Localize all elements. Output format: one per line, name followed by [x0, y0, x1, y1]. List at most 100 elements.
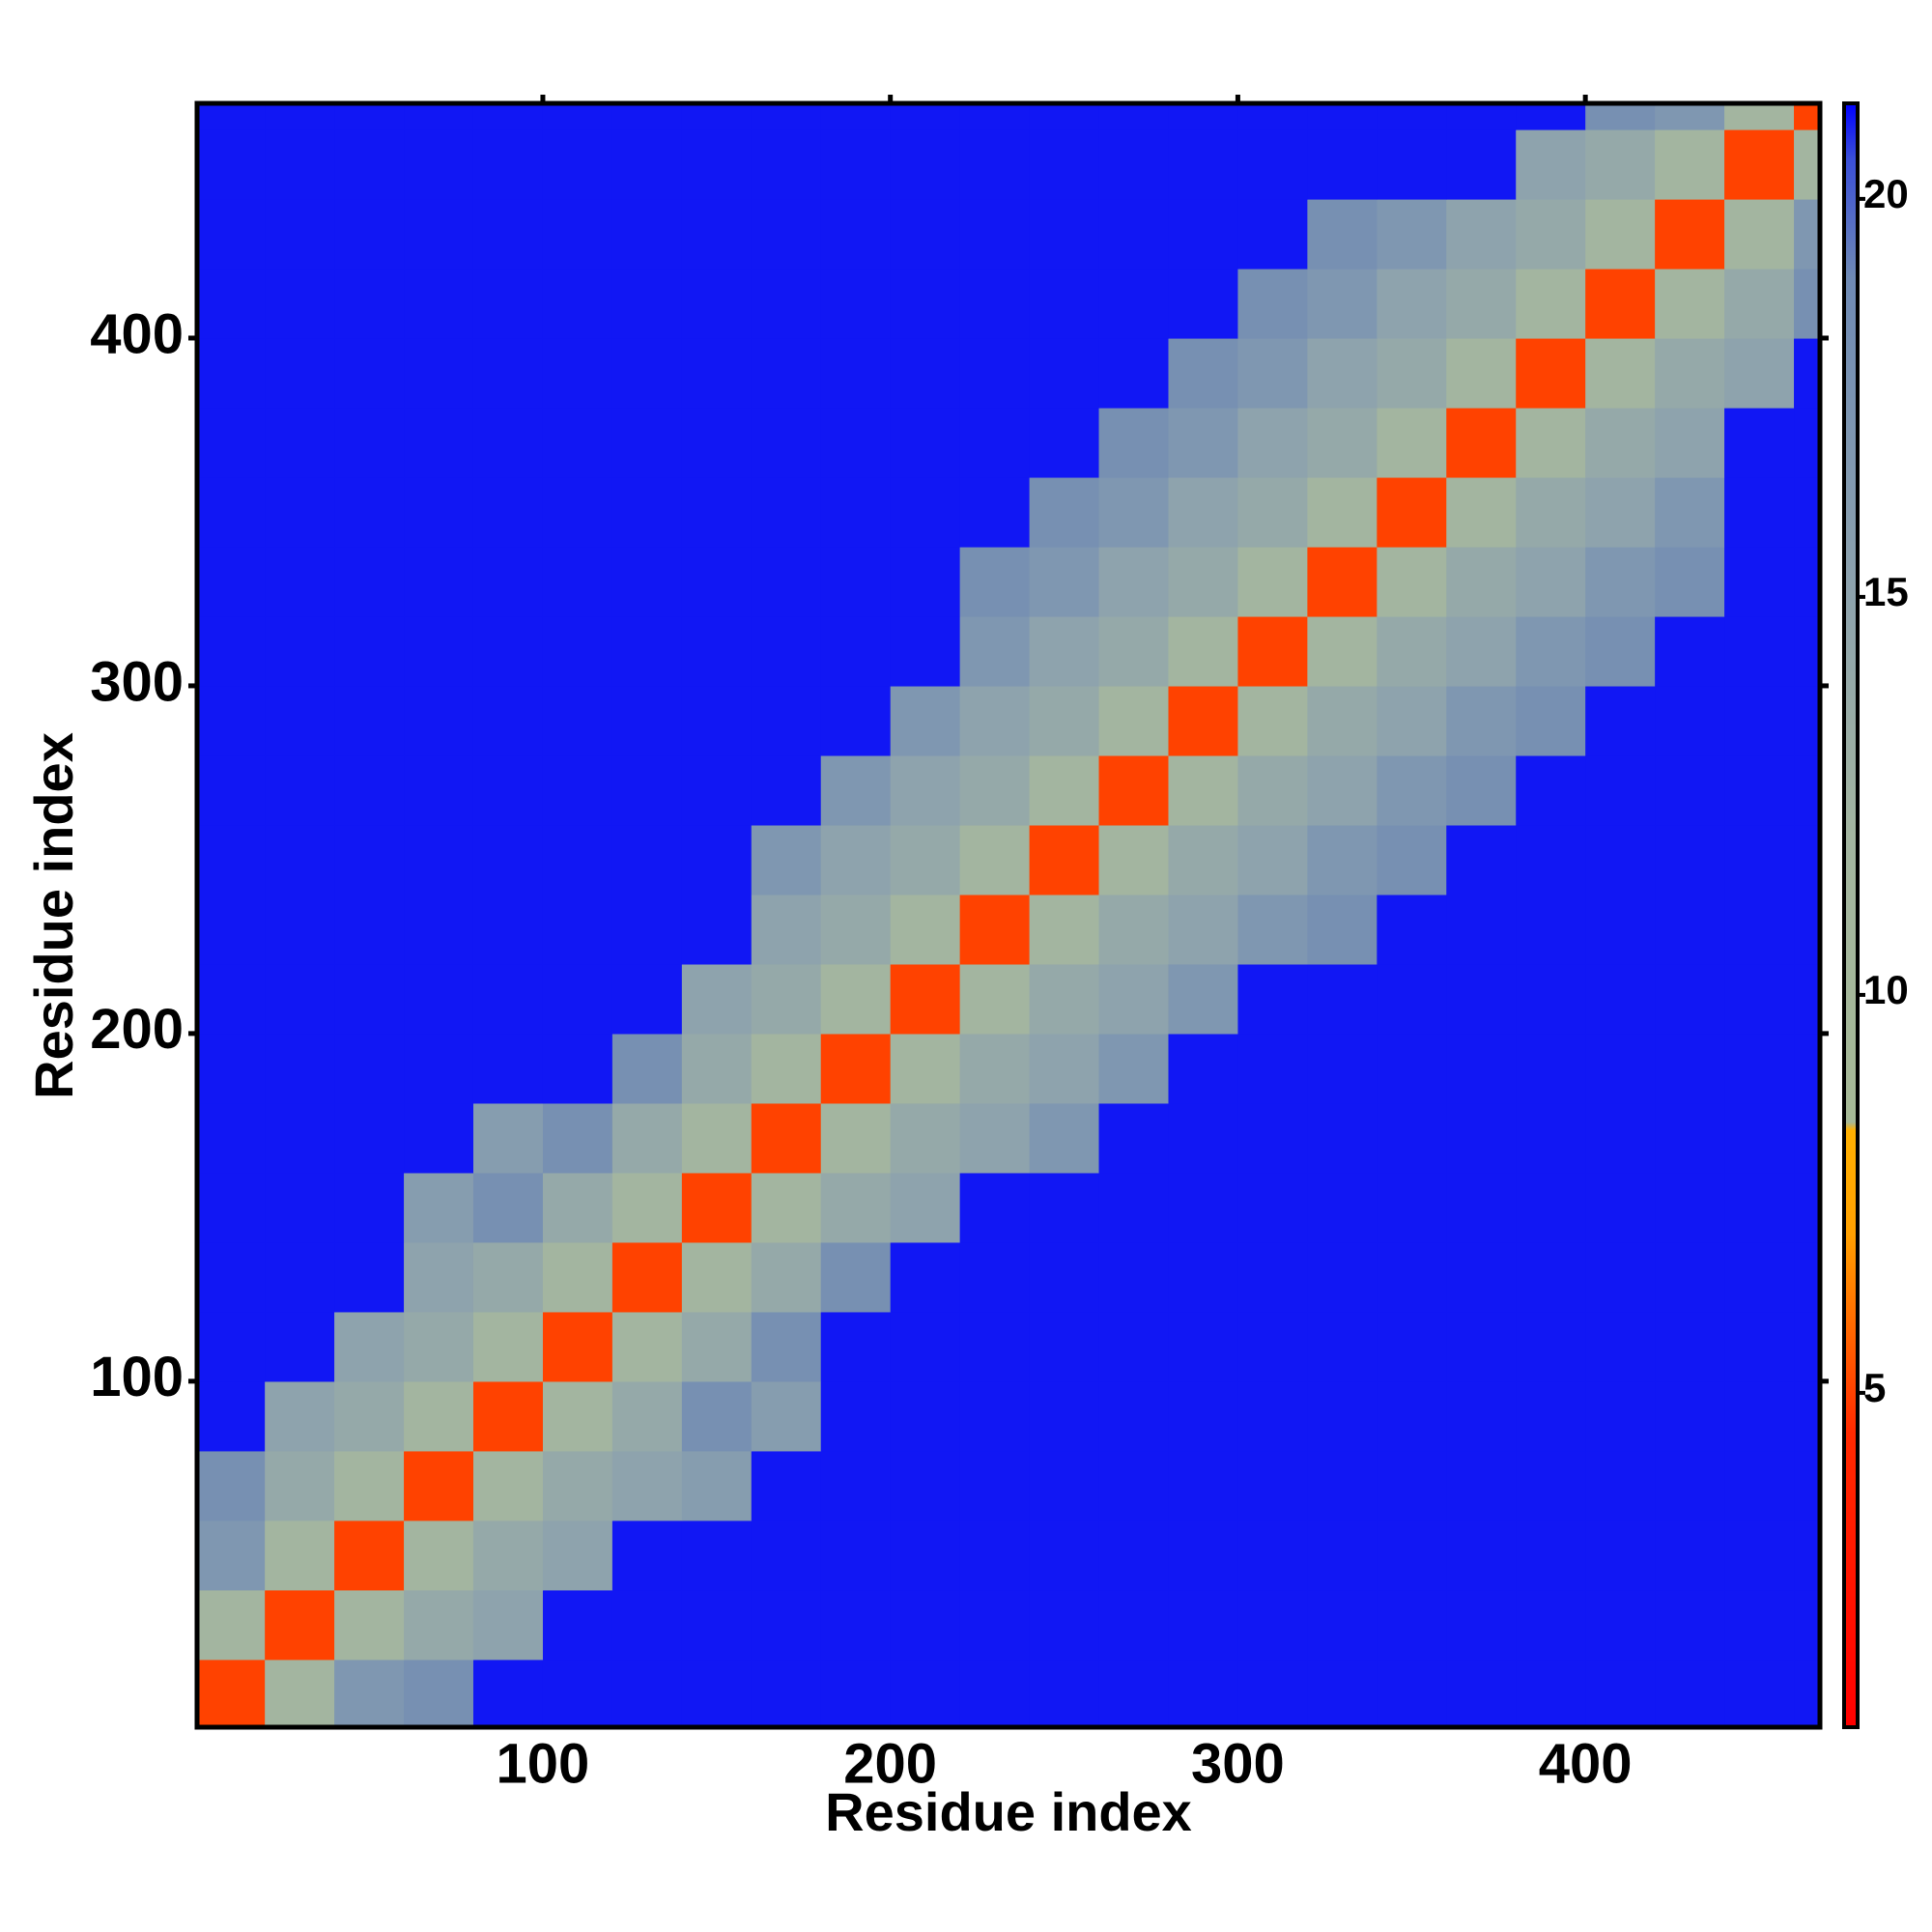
heatmap-cell — [890, 476, 961, 548]
heatmap-cell — [1585, 1033, 1656, 1104]
heatmap-cell — [334, 103, 405, 130]
heatmap-cell — [1029, 963, 1100, 1035]
heatmap-cell — [1307, 1241, 1378, 1313]
heatmap-cell — [197, 1589, 266, 1661]
heatmap-cell — [959, 894, 1031, 965]
heatmap-cell — [1307, 198, 1378, 270]
heatmap-cell — [1585, 824, 1656, 895]
heatmap-cell — [1237, 268, 1308, 339]
heatmap-cell — [472, 1659, 544, 1728]
heatmap-cell — [1168, 1659, 1239, 1728]
heatmap-cell — [820, 963, 892, 1035]
heatmap-cell — [751, 268, 822, 339]
heatmap-cell — [681, 1450, 753, 1521]
heatmap-cell — [1655, 546, 1725, 617]
heatmap-cell — [1237, 546, 1308, 617]
heatmap-cell — [1585, 1172, 1656, 1243]
heatmap-cell — [890, 1033, 961, 1104]
heatmap-cell — [1237, 407, 1308, 478]
heatmap-cell — [1307, 1520, 1378, 1591]
heatmap-cell — [890, 268, 961, 339]
heatmap-cell — [611, 1033, 683, 1104]
heatmap-cell — [1237, 824, 1308, 895]
heatmap-cell — [1655, 963, 1725, 1035]
heatmap-cell — [472, 963, 544, 1035]
colorbar-tick-label: 15 — [1863, 569, 1909, 614]
heatmap-cell — [751, 1102, 822, 1174]
heatmap-cell — [681, 1589, 753, 1661]
heatmap-cell — [1516, 1102, 1586, 1174]
heatmap-cell — [1724, 754, 1795, 826]
heatmap-cell — [1585, 407, 1656, 478]
heatmap-cell — [265, 407, 335, 478]
heatmap-cell — [820, 754, 892, 826]
heatmap-cell — [334, 1311, 405, 1382]
heatmap-cell — [1307, 407, 1378, 478]
heatmap-cell — [1516, 894, 1586, 965]
heatmap-cell — [472, 546, 544, 617]
heatmap-cell — [1585, 894, 1656, 965]
heatmap-cell — [1794, 894, 1821, 965]
heatmap-cell — [1237, 337, 1308, 409]
heatmap-cell — [542, 754, 613, 826]
heatmap-cell — [1516, 546, 1586, 617]
heatmap-cell — [681, 963, 753, 1035]
heatmap-cell — [197, 963, 266, 1035]
heatmap-cell — [265, 1659, 335, 1728]
heatmap-cell — [681, 824, 753, 895]
heatmap-cell — [1098, 615, 1170, 687]
heatmap-cell — [1655, 824, 1725, 895]
heatmap-cell — [542, 198, 613, 270]
heatmap-cell — [1377, 685, 1447, 756]
heatmap-cell — [1794, 1450, 1821, 1521]
heatmap-cell — [681, 754, 753, 826]
heatmap-cell — [1029, 754, 1100, 826]
x-tick-label: 200 — [843, 1732, 937, 1795]
heatmap-cell — [959, 1102, 1031, 1174]
heatmap-cell — [404, 1589, 474, 1661]
heatmap-cell — [1098, 546, 1170, 617]
heatmap-cell — [611, 1311, 683, 1382]
heatmap-cell — [1029, 1311, 1100, 1382]
heatmap-cell — [334, 268, 405, 339]
heatmap-cell — [820, 1033, 892, 1104]
heatmap-cell — [1446, 1172, 1517, 1243]
heatmap-cell — [1516, 198, 1586, 270]
heatmap-cell — [1098, 824, 1170, 895]
heatmap-cell — [404, 615, 474, 687]
heatmap-cell — [1098, 1311, 1170, 1382]
heatmap-cell — [1029, 1241, 1100, 1313]
heatmap-cell — [1446, 1241, 1517, 1313]
heatmap-cell — [265, 1033, 335, 1104]
heatmap-cell — [1307, 268, 1378, 339]
heatmap-cell — [1446, 1450, 1517, 1521]
heatmap-cell — [1794, 1241, 1821, 1313]
heatmap-cell — [1585, 1659, 1656, 1728]
heatmap-cell — [472, 1241, 544, 1313]
heatmap-cell — [681, 1520, 753, 1591]
heatmap-cell — [1516, 407, 1586, 478]
heatmap-cell — [1724, 1311, 1795, 1382]
heatmap-cell — [1794, 546, 1821, 617]
heatmap-cell — [197, 1172, 266, 1243]
heatmap-cell — [820, 546, 892, 617]
heatmap-cell — [611, 103, 683, 130]
heatmap-cell — [1446, 546, 1517, 617]
heatmap-cell — [1098, 1450, 1170, 1521]
heatmap-cell — [542, 615, 613, 687]
heatmap-cell — [1307, 824, 1378, 895]
heatmap-cell — [265, 546, 335, 617]
heatmap-cell — [472, 128, 544, 200]
heatmap-cell — [1377, 1172, 1447, 1243]
heatmap-cell — [681, 1241, 753, 1313]
heatmap-cell — [1029, 337, 1100, 409]
heatmap-cell — [404, 1450, 474, 1521]
heatmap-cell — [1724, 103, 1795, 130]
heatmap-cell — [1029, 685, 1100, 756]
heatmap-cell — [1098, 1033, 1170, 1104]
heatmap-cell — [1168, 1102, 1239, 1174]
heatmap-cell — [1168, 1033, 1239, 1104]
heatmap-cell — [1237, 1172, 1308, 1243]
heatmap-cell — [334, 337, 405, 409]
heatmap-cell — [1168, 1520, 1239, 1591]
